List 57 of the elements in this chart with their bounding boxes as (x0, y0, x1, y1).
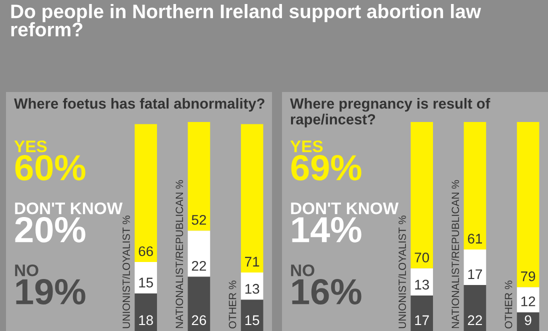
x-tick-label: UNIONIST/LOYALIST % (398, 216, 406, 328)
data-label: 18 (139, 315, 153, 326)
chart-subtitle: Where foetus has fatal abnormality? (14, 98, 264, 112)
data-label: 70 (414, 252, 430, 262)
x-tick-label: OTHER % (228, 280, 236, 328)
data-label: 17 (415, 315, 429, 325)
data-label: 12 (521, 296, 536, 306)
bar (188, 230, 210, 277)
data-label: 15 (245, 315, 260, 326)
bar (240, 300, 264, 331)
bar (188, 276, 210, 331)
text: NO (15, 264, 38, 276)
x-tick-label: UNIONIST/LOYALIST % (122, 216, 130, 328)
bar (464, 285, 486, 331)
bar (410, 122, 433, 268)
data-label: 26 (192, 315, 206, 326)
data-label: 17 (468, 269, 482, 280)
text: YES (290, 140, 323, 152)
data-label: 61 (468, 234, 482, 244)
chart-subtitle: Where pregnancy is result of rape/incest? (290, 98, 490, 128)
bar (240, 272, 264, 300)
text: 60% (15, 154, 86, 181)
data-label: 52 (192, 214, 206, 225)
bar (188, 122, 210, 231)
bar (134, 124, 157, 262)
bar (464, 122, 486, 250)
bar (410, 295, 433, 331)
bar (134, 293, 157, 331)
text: NO (291, 264, 314, 276)
data-label: 71 (245, 256, 260, 266)
chart-title: Do people in Northern Ireland support abortion law reform? (11, 4, 482, 36)
bar (516, 287, 540, 312)
bar (134, 262, 157, 294)
bar (464, 249, 486, 286)
text: 19% (16, 278, 86, 305)
data-label: 22 (192, 260, 206, 271)
data-label: 9 (524, 315, 532, 326)
x-tick-label: NATIONALIST/REPUBLICAN % (451, 180, 460, 328)
data-label: 22 (468, 315, 482, 325)
data-label: 13 (415, 280, 429, 290)
text: 16% (292, 278, 362, 305)
bar (240, 124, 264, 272)
text: YES (14, 140, 47, 152)
x-tick-label: NATIONALIST/REPUBLICAN % (175, 180, 184, 328)
text: DON'T KNOW (291, 202, 399, 214)
text: 69% (291, 154, 362, 181)
text: 14% (292, 217, 362, 242)
text: DON'T KNOW (15, 202, 123, 214)
text: 20% (15, 216, 86, 243)
data-label: 13 (245, 284, 260, 294)
bar (410, 268, 433, 296)
bar (516, 122, 540, 288)
bar (516, 312, 540, 331)
data-label: 66 (138, 246, 153, 256)
x-tick-label: OTHER % (504, 280, 512, 328)
data-label: 15 (139, 278, 153, 288)
data-label: 79 (521, 271, 536, 282)
